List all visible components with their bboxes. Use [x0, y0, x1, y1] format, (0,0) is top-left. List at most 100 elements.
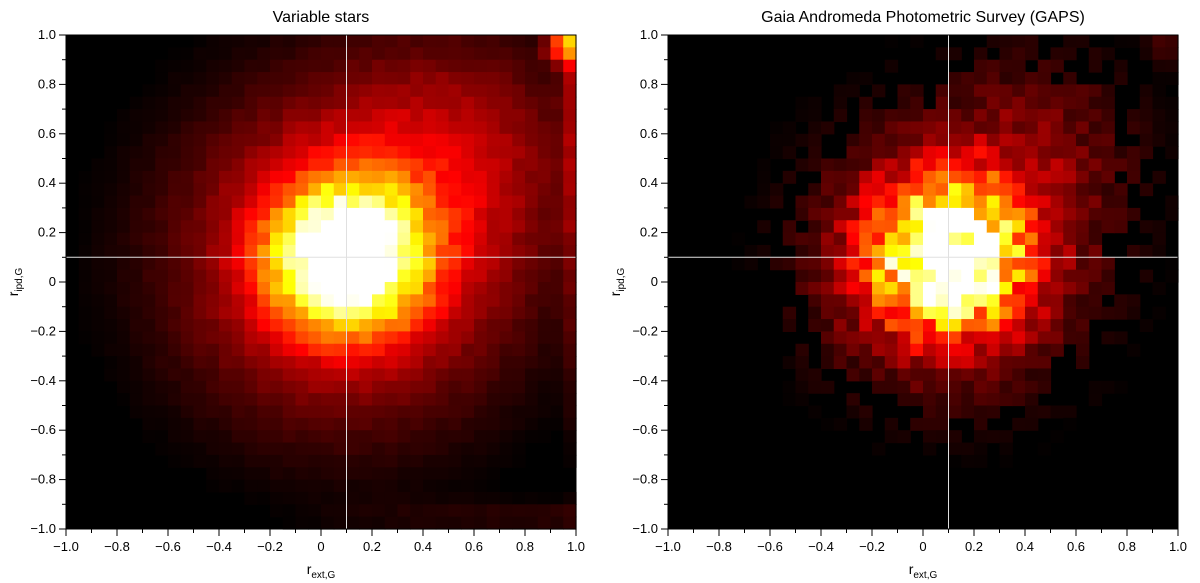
heatmap-cell — [346, 516, 360, 530]
heatmap-cell — [1063, 257, 1077, 271]
heatmap-cell — [821, 257, 835, 271]
heatmap-cell — [999, 232, 1013, 246]
heatmap-cell — [808, 269, 822, 283]
heatmap-cell — [168, 306, 182, 320]
heatmap-cell — [244, 96, 258, 110]
heatmap-cell — [168, 454, 182, 468]
x-tick-label: 1.0 — [567, 539, 585, 554]
heatmap-cell — [884, 430, 899, 444]
heatmap-cell — [795, 269, 809, 283]
heatmap-cell — [359, 454, 373, 468]
heatmap-cell — [295, 195, 309, 209]
heatmap-cell — [270, 467, 284, 481]
heatmap-cell — [168, 59, 182, 73]
heatmap-cell — [180, 207, 195, 221]
heatmap-cell — [872, 244, 886, 258]
heatmap-cell — [448, 430, 462, 444]
heatmap-cell — [474, 170, 488, 184]
heatmap-cell — [346, 109, 360, 123]
heatmap-cell — [397, 479, 411, 493]
heatmap-cell — [384, 146, 399, 160]
heatmap-cell — [461, 170, 475, 184]
heatmap-cell — [397, 331, 411, 345]
heatmap-cell — [448, 331, 462, 345]
heatmap-cell — [474, 393, 488, 407]
heatmap-cell — [180, 109, 195, 123]
heatmap-cell — [512, 356, 526, 370]
heatmap-cell — [961, 244, 975, 258]
heatmap-cell — [410, 442, 424, 456]
heatmap-cell — [384, 343, 399, 357]
heatmap-cell — [155, 84, 169, 98]
heatmap-cell — [474, 516, 488, 530]
heatmap-cell — [1025, 417, 1039, 431]
heatmap-cell — [333, 47, 348, 61]
heatmap-cell — [525, 96, 539, 110]
heatmap-cell — [308, 244, 322, 258]
heatmap-cell — [512, 491, 526, 505]
heatmap-cell — [999, 158, 1013, 172]
heatmap-cell — [461, 405, 475, 419]
heatmap-cell — [808, 244, 822, 258]
heatmap-cell — [499, 220, 513, 234]
x-tick-label: 0.6 — [465, 539, 483, 554]
heatmap-cell — [948, 84, 962, 98]
heatmap-cell — [499, 269, 513, 283]
heatmap-cell — [206, 84, 220, 98]
heatmap-cell — [410, 121, 424, 135]
heatmap-cell — [846, 343, 860, 357]
heatmap-cell — [923, 146, 937, 160]
heatmap-cell — [1037, 220, 1052, 234]
heatmap-cell — [308, 35, 322, 48]
heatmap-cell — [1114, 207, 1128, 221]
heatmap-cell — [986, 380, 1001, 394]
heatmap-cell — [206, 282, 220, 295]
heatmap-cell — [974, 454, 988, 468]
heatmap-cell — [448, 454, 462, 468]
heatmap-cell — [333, 380, 348, 394]
heatmap-cell — [219, 170, 233, 184]
heatmap-cell — [986, 133, 1001, 147]
heatmap-cell — [282, 454, 297, 468]
heatmap-cell — [270, 417, 284, 431]
heatmap-cell — [999, 109, 1013, 123]
heatmap-cell — [770, 195, 784, 209]
heatmap-cell — [948, 146, 962, 160]
chart-title: Gaia Andromeda Photometric Survey (GAPS) — [761, 9, 1085, 26]
heatmap-cell — [410, 294, 424, 308]
heatmap-cell — [846, 294, 860, 308]
heatmap-cell — [923, 282, 937, 295]
heatmap-cell — [986, 257, 1001, 271]
heatmap-cell — [1165, 269, 1179, 283]
heatmap-cell — [821, 232, 835, 246]
heatmap-cell — [1101, 195, 1115, 209]
heatmap-cell — [859, 405, 873, 419]
heatmap-cell — [219, 121, 233, 135]
heatmap-cell — [1101, 109, 1115, 123]
heatmap-cell — [219, 220, 233, 234]
heatmap-cell — [91, 331, 105, 345]
heatmap-cell — [410, 306, 424, 320]
heatmap-cell — [525, 35, 539, 48]
heatmap-cell — [808, 133, 822, 147]
heatmap-cell — [512, 84, 526, 98]
heatmap-cell — [155, 282, 169, 295]
heatmap-cell — [231, 158, 246, 172]
heatmap-cell — [1165, 207, 1179, 221]
heatmap-cell — [384, 331, 399, 345]
heatmap-cell — [168, 269, 182, 283]
heatmap-cell — [104, 343, 118, 357]
heatmap-cell — [193, 146, 207, 160]
heatmap-cell — [117, 356, 131, 370]
heatmap-cell — [563, 516, 577, 530]
heatmap-cell — [833, 158, 848, 172]
heatmap-cell — [104, 306, 118, 320]
heatmap-cell — [1076, 306, 1090, 320]
heatmap-cell — [808, 257, 822, 271]
heatmap-cell — [257, 405, 271, 419]
heatmap-cell — [474, 84, 488, 98]
y-tick-label: −0.4 — [30, 373, 56, 388]
heatmap-cell — [1050, 306, 1064, 320]
heatmap-cell — [499, 442, 513, 456]
heatmap-cell — [410, 232, 424, 246]
